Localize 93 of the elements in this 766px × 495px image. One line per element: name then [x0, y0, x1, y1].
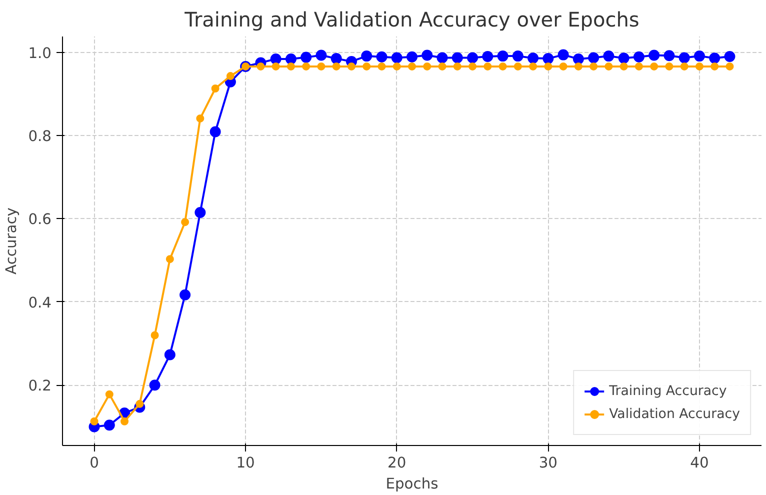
point — [514, 62, 522, 70]
point — [724, 50, 736, 62]
point — [467, 52, 478, 64]
point — [194, 207, 206, 218]
point — [603, 50, 614, 62]
point — [664, 50, 675, 62]
point — [302, 62, 310, 70]
point — [286, 62, 295, 70]
point — [317, 62, 326, 70]
point — [149, 380, 160, 391]
point — [376, 51, 388, 62]
y-tick-label: 0.6 — [28, 211, 52, 228]
point — [618, 52, 630, 64]
point — [648, 50, 660, 61]
point — [468, 62, 477, 70]
point — [634, 62, 643, 70]
point — [392, 62, 401, 70]
point — [316, 50, 327, 61]
point — [512, 50, 524, 62]
y-tick-label: 0.4 — [28, 294, 52, 312]
point — [694, 50, 705, 62]
point — [164, 349, 176, 360]
point — [330, 53, 342, 64]
point — [452, 52, 463, 64]
point — [620, 62, 628, 70]
point — [180, 289, 191, 300]
point — [438, 62, 446, 70]
y-tick-label: 1.0 — [28, 44, 52, 62]
point — [270, 53, 282, 64]
point — [104, 420, 115, 431]
point — [680, 62, 688, 70]
point — [590, 62, 598, 70]
legend-label: Validation Accuracy — [609, 406, 740, 422]
point — [285, 53, 296, 64]
chart-title: Training and Validation Accuracy over Epochs — [184, 8, 640, 32]
x-tick-label: 40 — [690, 454, 709, 472]
point — [136, 400, 144, 408]
point — [436, 52, 448, 64]
point — [90, 417, 98, 426]
point — [633, 51, 644, 62]
y-axis-title: Accuracy — [3, 207, 20, 274]
x-tick-label: 0 — [90, 454, 99, 472]
point — [406, 51, 418, 62]
point — [332, 62, 340, 70]
point — [529, 62, 538, 70]
x-tick-label: 30 — [538, 454, 558, 472]
point — [665, 62, 674, 70]
point — [604, 62, 613, 70]
point — [695, 62, 704, 70]
point — [256, 62, 265, 70]
point — [726, 62, 734, 70]
point — [210, 126, 221, 138]
point — [588, 52, 600, 64]
legend-label: Training Accuracy — [609, 384, 727, 398]
point — [408, 62, 416, 70]
point — [558, 49, 569, 60]
point — [650, 62, 658, 70]
y-tick-label: 0.8 — [28, 128, 52, 146]
point — [482, 50, 494, 62]
point — [453, 62, 462, 70]
point — [572, 53, 584, 64]
point — [150, 331, 159, 340]
point — [542, 53, 554, 64]
point — [300, 52, 312, 63]
point — [423, 62, 432, 70]
point — [497, 50, 508, 62]
point — [574, 62, 582, 70]
point — [362, 62, 371, 70]
point — [196, 114, 204, 122]
point — [120, 417, 129, 426]
point — [678, 52, 690, 64]
point — [347, 62, 356, 70]
point — [391, 52, 402, 64]
point — [105, 390, 114, 398]
x-tick-label: 10 — [236, 454, 255, 472]
y-tick-label: 0.2 — [28, 378, 52, 395]
point — [422, 50, 433, 61]
x-tick-label: 20 — [388, 454, 406, 472]
point — [166, 255, 174, 264]
point — [378, 62, 386, 70]
point — [528, 52, 539, 64]
point — [361, 50, 372, 62]
x-axis-title: Epochs — [386, 476, 438, 492]
point — [272, 62, 280, 70]
point — [181, 218, 190, 226]
point — [484, 62, 492, 70]
point — [559, 62, 568, 70]
point — [544, 62, 552, 70]
point — [498, 62, 507, 70]
point — [211, 84, 220, 92]
point — [710, 62, 719, 70]
point — [709, 52, 720, 64]
point — [226, 72, 234, 80]
